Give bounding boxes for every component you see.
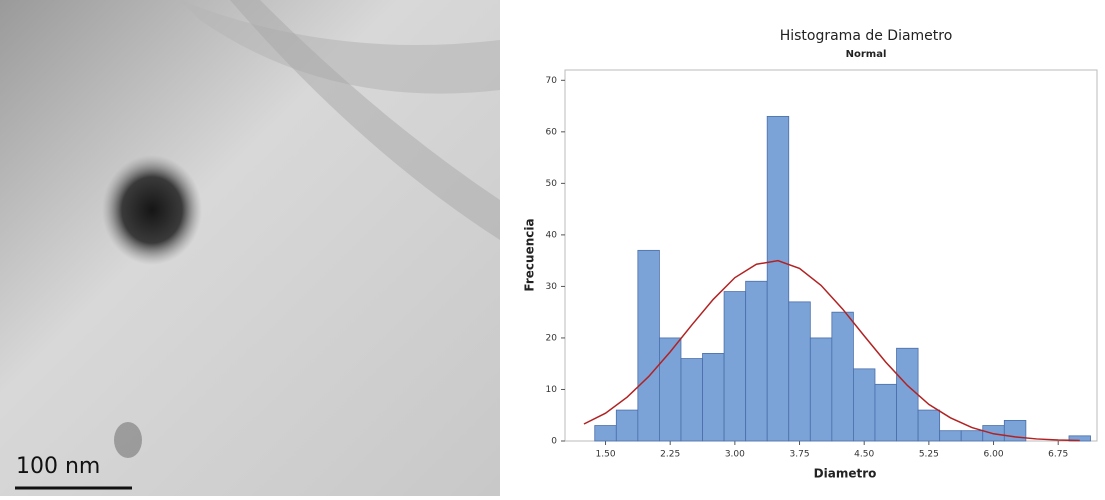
bar xyxy=(594,425,617,442)
particle xyxy=(114,422,142,458)
chart-title: Histograma de Diametro xyxy=(780,28,953,44)
normal-curve xyxy=(583,259,1080,442)
chart-subtitle: Normal xyxy=(846,49,887,60)
tem-image: 100 nm xyxy=(0,0,500,496)
bar xyxy=(917,409,941,442)
bar xyxy=(766,115,790,442)
x-tick-label: 4.50 xyxy=(854,450,874,460)
y-tick-label: 70 xyxy=(546,76,558,86)
x-tick-label: 2.25 xyxy=(660,450,680,460)
bar xyxy=(615,409,639,442)
x-tick-label: 3.75 xyxy=(790,450,810,460)
histogram-chart: Histograma de Diametro Normal Diametro F… xyxy=(523,28,1098,481)
particle xyxy=(102,155,202,265)
x-tick-label: 6.75 xyxy=(1048,450,1068,460)
bar xyxy=(809,337,833,442)
bar xyxy=(896,347,919,442)
scale-label: 100 nm xyxy=(16,454,100,479)
image-band xyxy=(230,0,500,240)
x-tick-label: 1.50 xyxy=(596,450,616,460)
bar xyxy=(831,311,854,442)
y-tick-label: 0 xyxy=(551,437,557,447)
x-tick-label: 6.00 xyxy=(984,450,1004,460)
y-tick-label: 60 xyxy=(546,127,558,137)
bar xyxy=(637,249,660,442)
x-tick-label: 3.00 xyxy=(725,450,745,460)
bar xyxy=(788,301,811,442)
bar xyxy=(1068,435,1091,442)
bar xyxy=(745,280,768,442)
bar xyxy=(702,353,725,442)
x-tick-label: 5.25 xyxy=(919,450,939,460)
y-tick-label: 40 xyxy=(546,230,558,240)
bar xyxy=(659,337,682,442)
bar xyxy=(680,358,703,442)
bar xyxy=(853,368,876,442)
y-tick-label: 50 xyxy=(546,179,558,189)
y-tick-label: 10 xyxy=(546,385,558,395)
bar xyxy=(723,291,747,442)
y-axis-label: Frecuencia xyxy=(523,218,537,291)
y-tick-label: 20 xyxy=(546,333,558,343)
bar xyxy=(939,430,962,442)
bar xyxy=(874,383,897,442)
bar xyxy=(960,430,984,442)
y-tick-label: 30 xyxy=(546,282,558,292)
image-band xyxy=(180,0,500,94)
x-axis-label: Diametro xyxy=(814,467,877,481)
